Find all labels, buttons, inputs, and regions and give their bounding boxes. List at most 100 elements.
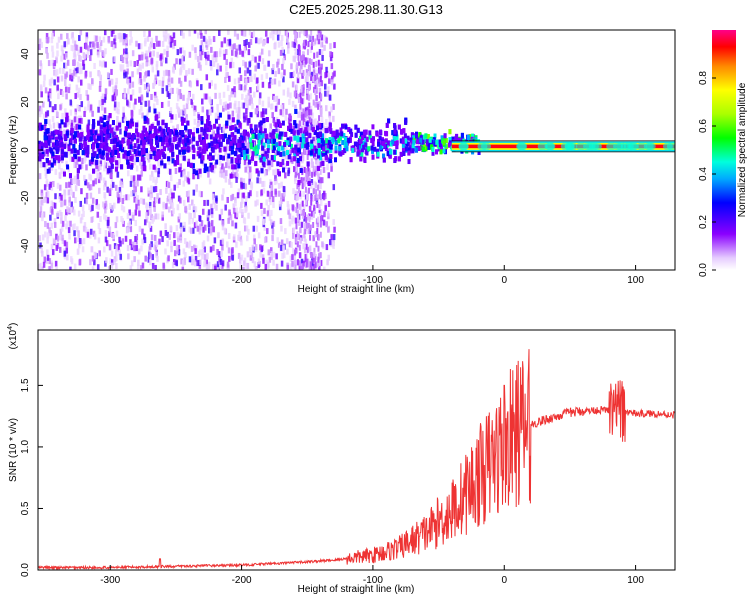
heat-cell [96,211,100,218]
heat-cell [260,210,264,217]
heat-cell [207,209,211,216]
heat-cell [73,116,77,123]
heat-cell [318,138,322,144]
heat-cell [261,133,265,139]
heat-cell [262,118,266,124]
heat-cell [40,247,43,254]
heat-cell [303,232,306,239]
heat-cell [273,169,276,176]
heat-cell [314,148,318,154]
heat-cell [114,137,118,143]
heat-cell [293,30,296,35]
heat-cell [208,82,211,89]
heat-cell [231,110,235,117]
heat-cell [326,259,329,266]
heat-cell [69,220,72,227]
heat-cell [275,263,279,270]
heat-cell [314,101,317,108]
heat-cell [166,91,170,98]
heat-cell [42,113,46,120]
heat-cell [136,264,140,270]
heat-cell [198,223,202,230]
heat-cell [319,209,323,216]
heat-cell [354,132,358,138]
heat-cell [282,89,286,96]
heat-cell [303,121,306,128]
heat-cell [77,49,80,56]
heat-cell [281,63,284,70]
heat-cell [61,237,65,244]
heat-cell [81,135,84,142]
heat-cell [158,40,161,47]
heat-cell [315,87,318,94]
heat-cell [80,117,83,124]
heat-cell [305,261,308,268]
heat-cell [294,217,298,224]
heat-cell [307,165,310,172]
heat-cell [158,150,162,156]
heat-cell [40,199,44,206]
heat-cell [97,203,100,210]
heat-cell [38,173,42,180]
heat-cell [97,173,100,180]
heat-cell [89,136,93,142]
heat-cell [309,150,313,156]
heat-cell [62,171,66,177]
heat-cell [243,146,247,152]
heat-cell [107,115,110,122]
heat-cell [261,108,265,115]
heat-cell [277,241,281,248]
heat-cell [254,128,258,134]
heat-cell [212,167,216,174]
heat-cell [149,225,153,232]
heat-cell [132,145,135,152]
heat-cell [73,50,77,57]
heat-cell [147,70,150,77]
heat-cell [221,238,225,245]
heat-cell [150,57,154,64]
heat-cell [54,145,58,151]
heat-cell [288,113,292,120]
heat-cell [236,173,239,180]
heat-cell [235,107,239,114]
heat-cell [309,93,312,100]
heat-cell [314,79,318,86]
heat-cell [67,146,71,152]
heat-cell [314,118,317,125]
heat-cell [154,186,158,193]
heat-cell [229,149,233,156]
heat-cell [193,222,197,229]
heat-cell [60,145,64,151]
heat-cell [182,32,185,39]
heat-cell [114,184,118,191]
heat-cell [178,178,181,185]
heat-cell [113,129,117,136]
heat-cell [286,200,290,207]
heat-cell [305,252,309,259]
heat-cell [73,131,77,137]
heat-cell [261,153,265,159]
heat-cell [233,86,236,93]
heat-cell [207,171,210,178]
heat-cell [330,160,333,167]
heat-cell [180,116,184,122]
heat-cell [201,106,205,113]
heat-cell [78,144,82,150]
heat-cell [292,130,296,136]
heat-cell [204,123,208,129]
heat-cell [238,44,241,51]
heat-cell [118,157,121,164]
heat-cell [300,30,303,34]
heat-cell [206,115,210,121]
heat-cell [312,165,315,172]
heat-cell [182,104,186,111]
heat-cell [106,133,110,139]
heat-cell [188,240,192,247]
heat-cell [244,84,247,91]
heat-cell [136,68,140,75]
heat-cell [308,227,312,234]
heat-cell [242,60,245,67]
heat-cell [231,168,235,175]
heat-cell [43,256,47,263]
heat-cell [225,162,228,169]
